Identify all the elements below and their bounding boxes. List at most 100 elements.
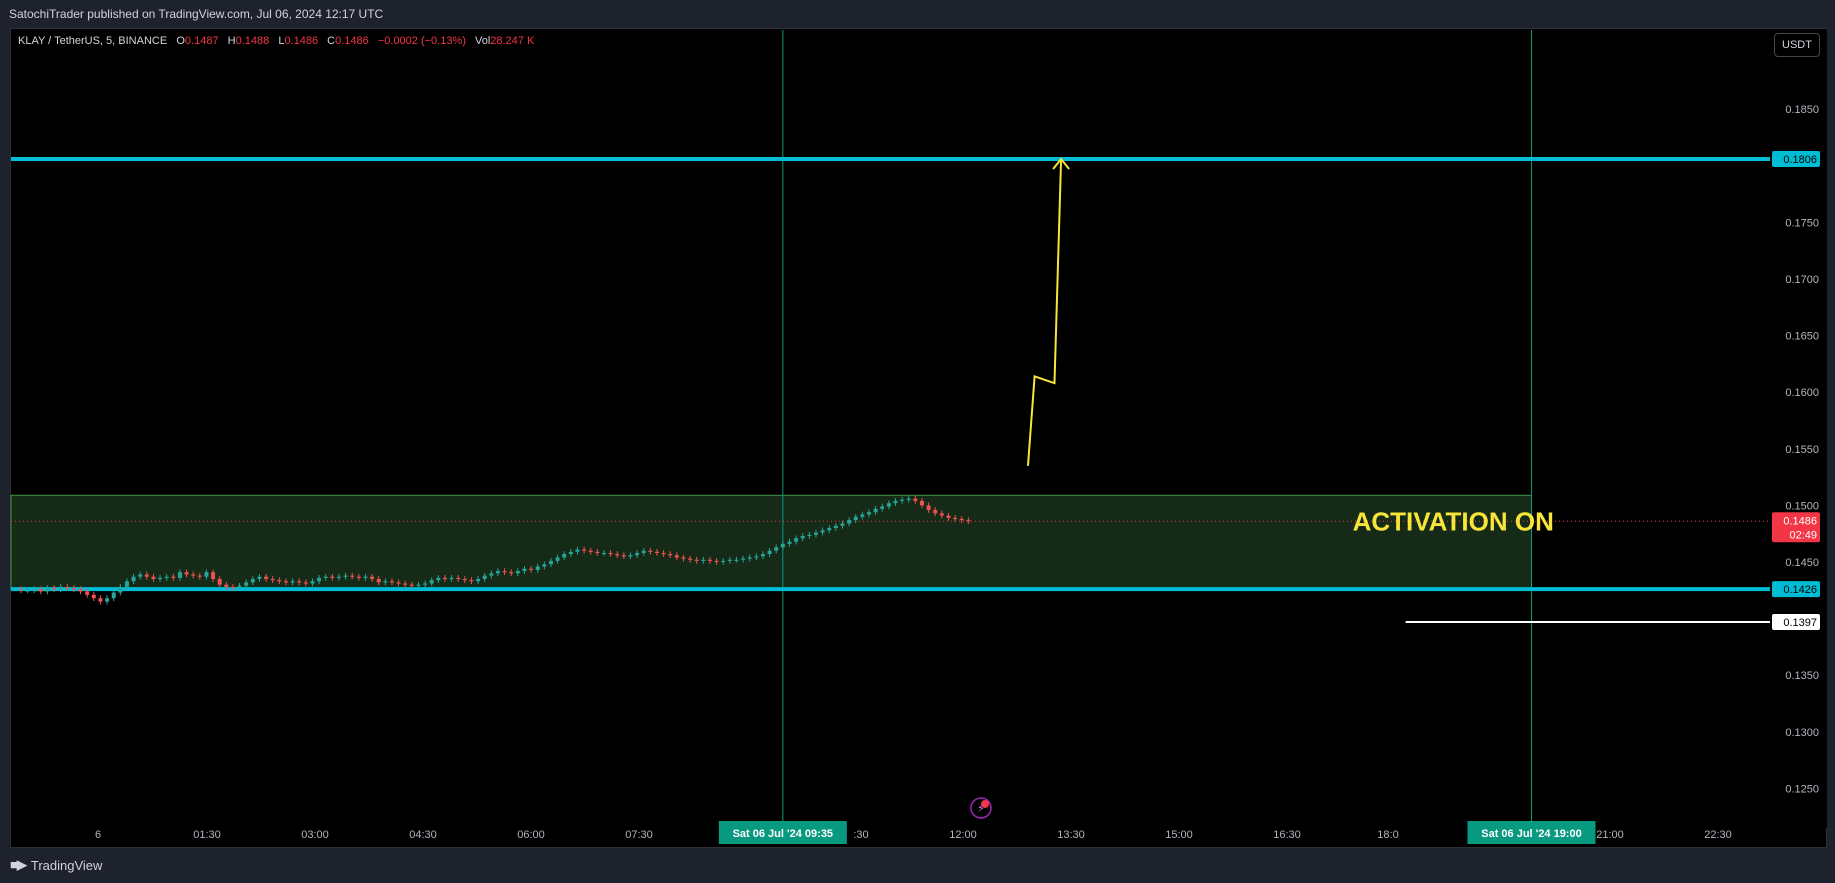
candle-body (138, 574, 143, 577)
candle-body (144, 574, 149, 577)
candle-body (244, 582, 249, 586)
price-tick-label: 0.1550 (1785, 444, 1819, 456)
candle-body (866, 512, 871, 515)
candle-body (197, 575, 202, 577)
candle-body (621, 555, 626, 557)
price-tag-label: 0.1806 (1783, 154, 1817, 166)
candle-body (38, 589, 43, 592)
candle-body (323, 576, 328, 578)
candle-body (78, 589, 83, 592)
candle-body (641, 550, 646, 553)
candle-body (913, 498, 918, 501)
candle-body (71, 588, 76, 590)
candle-body (330, 576, 335, 578)
time-tick-label: 03:00 (301, 829, 329, 841)
candle-body (966, 520, 971, 522)
candle-body (131, 576, 136, 582)
candle-body (191, 574, 196, 576)
candle-body (535, 566, 540, 570)
price-tick-label: 0.1350 (1785, 670, 1819, 682)
candle-body (429, 580, 434, 584)
candle-body (741, 558, 746, 560)
candle-body (389, 581, 394, 583)
chart-pane[interactable] (10, 28, 1827, 848)
time-badge (718, 821, 847, 844)
low-label: L (278, 35, 285, 47)
candle-body (383, 581, 388, 583)
price-tick-label: 0.1650 (1785, 331, 1819, 343)
candle-body (568, 551, 573, 555)
candle-body (65, 586, 70, 589)
candle-body (906, 498, 911, 500)
price-tick-label: 0.1250 (1785, 783, 1819, 795)
candle-body (310, 581, 315, 584)
candle-body (105, 598, 110, 602)
candle-body (893, 500, 898, 504)
time-tick-label: 6 (95, 829, 101, 841)
volume-label: Vol (474, 35, 491, 47)
candle-body (727, 559, 732, 561)
candle-body (423, 583, 428, 585)
time-tick-label: 15:00 (1165, 829, 1193, 841)
candle-body (919, 500, 924, 506)
candle-body (211, 572, 216, 579)
candle-body (476, 578, 481, 582)
open-label: O (176, 35, 185, 47)
candle-body (489, 573, 494, 576)
price-tag-label: 0.1486 (1783, 515, 1817, 527)
candle-body (482, 575, 487, 579)
candle-body (456, 577, 461, 580)
candle-body (158, 577, 163, 580)
candle-body (886, 503, 891, 507)
candle-body (118, 586, 123, 593)
candle-body (336, 576, 341, 578)
candle-body (403, 583, 408, 585)
brand-label: TradingView (30, 857, 103, 873)
candle-body (495, 571, 500, 574)
candle-body (628, 555, 633, 557)
candle-body (933, 509, 938, 514)
candle-body (721, 560, 726, 563)
close-label: C (327, 35, 336, 47)
candle-body (939, 513, 944, 516)
candle-body (237, 585, 242, 589)
candle-body (290, 581, 295, 583)
price-tag (1772, 613, 1820, 630)
candle-body (124, 581, 129, 587)
candle-body (442, 577, 447, 580)
footer-bar (0, 848, 1835, 883)
high-label: H (227, 35, 236, 47)
candle-body (714, 560, 719, 563)
lightning-icon: ⚡ (977, 802, 985, 815)
candle-body (283, 581, 288, 583)
candle-body (840, 523, 845, 526)
symbol-legend: KLAY / TetherUS, 5, BINANCE O0.1487 H0.1… (18, 35, 540, 47)
candle-body (177, 572, 182, 578)
candle-body (674, 555, 679, 558)
symbol-label: KLAY / TetherUS, 5, BINANCE (18, 35, 168, 47)
candle-body (575, 549, 580, 552)
candle-body (224, 584, 229, 587)
candle-body (230, 586, 235, 589)
candle-body (257, 576, 262, 579)
candle-body (297, 581, 302, 583)
candle-body (217, 578, 222, 585)
candle-body (688, 558, 693, 560)
candle-body (648, 550, 653, 552)
time-badge-label: Sat 06 Jul '24 19:00 (1481, 828, 1581, 840)
replay-icon (970, 797, 992, 819)
candle-body (780, 543, 785, 548)
brand[interactable]: ■▶ TradingView (10, 857, 102, 873)
activation-label: ACTIVATION ON (1353, 506, 1554, 536)
candle-body (376, 578, 381, 583)
candle-body (18, 589, 23, 591)
price-tag-label: 0.1426 (1783, 584, 1817, 596)
candle-body (363, 576, 368, 578)
time-tick-label: 22:30 (1704, 829, 1732, 841)
price-tag (1772, 581, 1820, 598)
candle-body (151, 576, 156, 579)
currency-button[interactable]: USDT (1774, 33, 1820, 57)
candle-body (25, 590, 30, 592)
candle-body (356, 576, 361, 578)
